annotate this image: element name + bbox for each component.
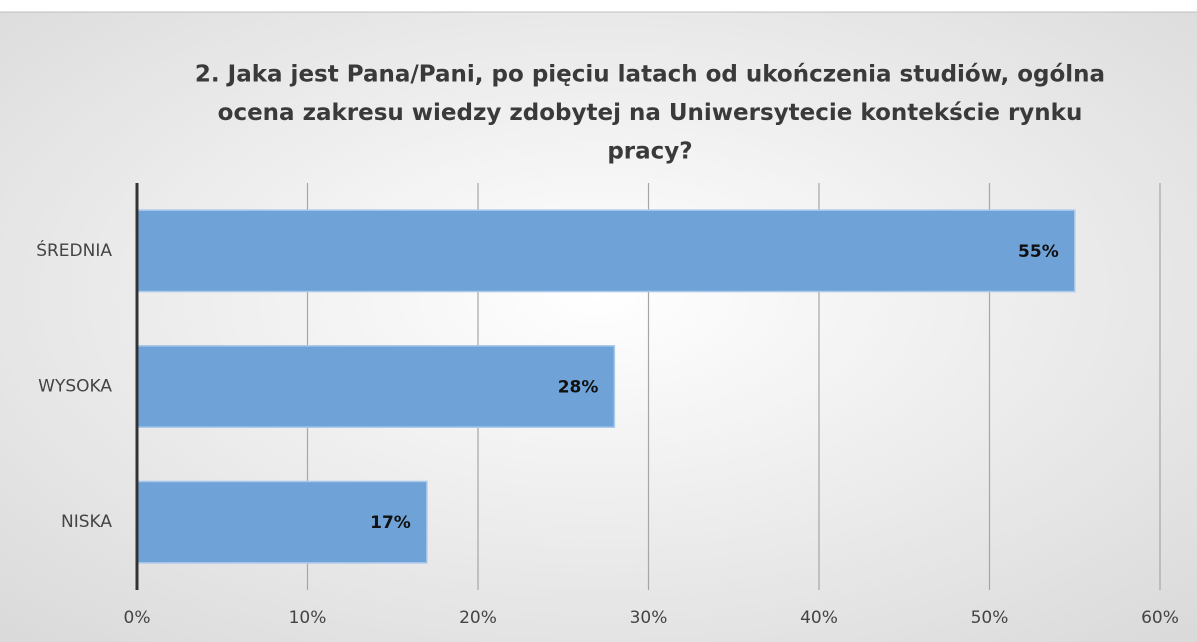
bar [136, 209, 1076, 293]
chart-title: 2. Jaka jest Pana/Pani, po pięciu latach… [195, 62, 1105, 88]
y-tick-label: ŚREDNIA [36, 239, 112, 261]
x-tick-label: 60% [1141, 608, 1179, 628]
y-tick-label: WYSOKA [38, 377, 112, 397]
data-label: 17% [370, 513, 411, 533]
x-tick-label: 30% [630, 608, 668, 628]
bar [136, 480, 428, 564]
x-tick-label: 10% [289, 608, 327, 628]
data-label: 28% [558, 378, 599, 398]
bar [136, 345, 616, 428]
x-tick-label: 0% [124, 608, 151, 628]
x-tick-label: 50% [971, 608, 1009, 628]
chart-title: ocena zakresu wiedzy zdobytej na Uniwers… [218, 100, 1083, 126]
chart-title: pracy? [607, 139, 692, 165]
y-tick-label: NISKA [61, 512, 112, 532]
x-tick-label: 20% [459, 608, 497, 628]
x-tick-label: 40% [800, 608, 838, 628]
data-label: 55% [1018, 242, 1059, 262]
